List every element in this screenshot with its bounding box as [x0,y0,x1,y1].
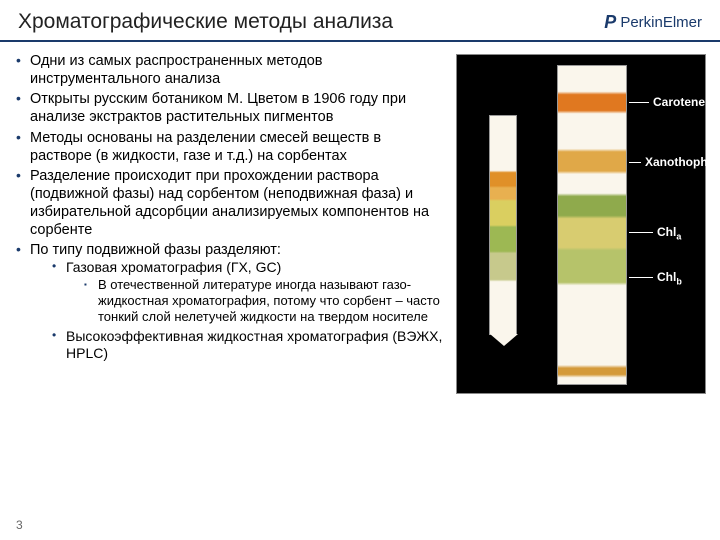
brand-logo: P PerkinElmer [604,12,702,33]
sub-list: Газовая хроматография (ГХ, GC) В отечест… [50,259,444,362]
list-item: Высокоэффективная жидкостная хроматограф… [50,328,444,363]
band-label-chlb: Chlb [629,270,682,286]
band-label-chla: Chla [629,225,681,241]
label-text: Chl [657,270,676,284]
leader-line-icon [629,277,653,278]
chromatography-figure: Carotene Xanothophyll Chla Chlb [456,54,706,394]
figure-column: Carotene Xanothophyll Chla Chlb [456,52,706,394]
list-item: Одни из самых распространенных методов и… [14,52,444,88]
list-item-text: По типу подвижной фазы разделяют: [30,242,281,258]
chromatography-tube-right [557,65,627,385]
page-number: 3 [16,518,23,532]
label-text: Chl [657,225,676,239]
list-item: В отечественной литературе иногда называ… [82,277,444,326]
list-item: По типу подвижной фазы разделяют: Газова… [14,241,444,362]
slide-header: Хроматографические методы анализа P Perk… [0,0,720,42]
bullet-list: Одни из самых распространенных методов и… [14,52,444,363]
list-item: Открыты русским ботаником М. Цветом в 19… [14,90,444,126]
leader-line-icon [629,162,641,163]
chromatography-tube-left [489,115,517,335]
band-label-xanthophyll: Xanothophyll [629,155,720,169]
logo-text: PerkinElmer [620,14,702,31]
label-subscript: a [676,231,681,241]
bullet-list-column: Одни из самых распространенных методов и… [14,52,444,394]
slide-title: Хроматографические методы анализа [18,10,393,34]
leader-line-icon [629,232,653,233]
label-subscript: b [676,276,682,286]
slide-body: Одни из самых распространенных методов и… [0,42,720,394]
list-item: Методы основаны на разделении смесей вещ… [14,129,444,165]
band-label-carotene: Carotene [629,95,705,109]
label-text: Xanothophyll [645,155,720,169]
logo-mark-icon: P [604,12,616,33]
leader-line-icon [629,102,649,103]
list-item: Газовая хроматография (ГХ, GC) В отечест… [50,259,444,325]
list-item-text: Газовая хроматография (ГХ, GC) [66,259,281,275]
sub-sub-list: В отечественной литературе иногда называ… [82,277,444,326]
label-text: Carotene [653,95,705,109]
list-item: Разделение происходит при прохождении ра… [14,167,444,240]
